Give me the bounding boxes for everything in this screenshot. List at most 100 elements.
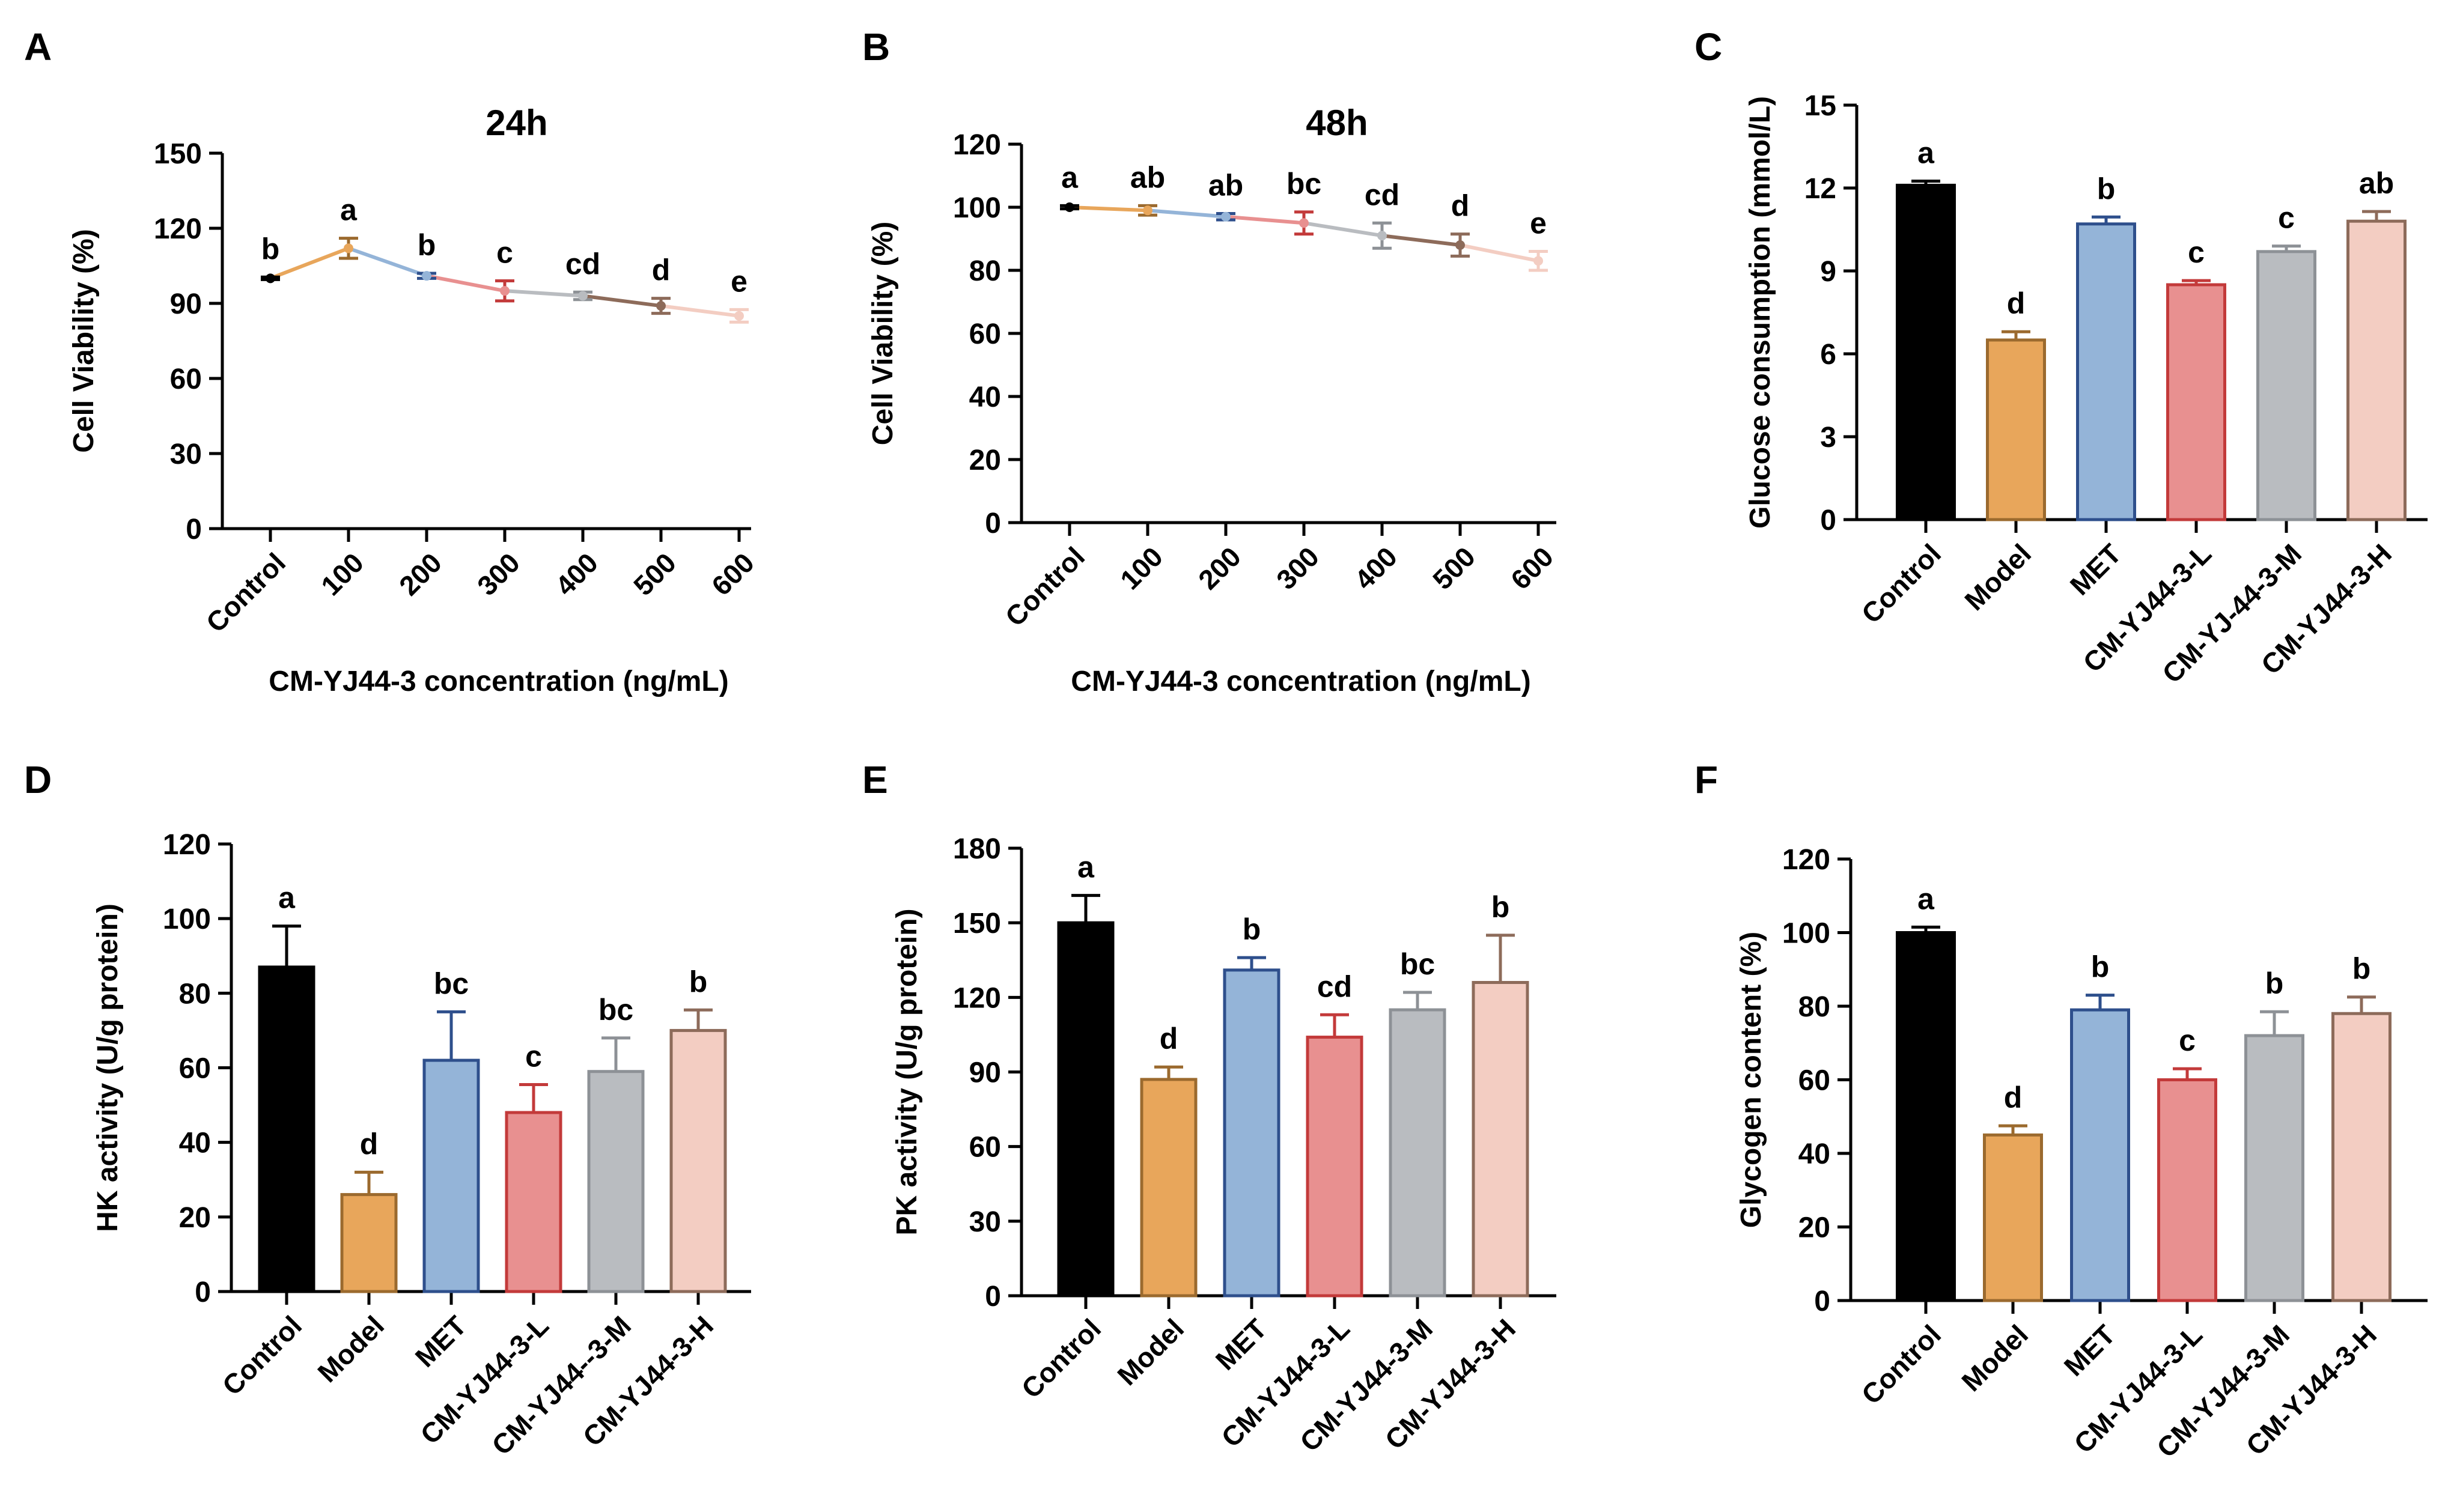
y-tick-label: 120 [1782,844,1830,876]
y-tick-label: 60 [969,318,1001,350]
x-axis-label: CM-YJ44-3 concentration (ng/mL) [1071,666,1530,697]
y-tick-label: 30 [969,1206,1001,1238]
y-axis-label: Glycogen content (%) [1735,932,1767,1228]
bar [1983,1133,2043,1302]
data-point [1377,231,1387,241]
chart-title: 24h [486,103,547,143]
bar [2070,1008,2130,1302]
line-segment [269,246,350,281]
x-axis-label: CM-YJ44-3 concentration (ng/mL) [269,666,728,697]
y-tick-label: 0 [985,508,1001,539]
y-tick-label: 40 [969,381,1001,413]
panel-label: B [862,25,890,68]
data-point [500,286,510,296]
bar [1986,338,2046,521]
y-tick-label: 120 [953,129,1001,161]
panel-label: A [24,25,52,68]
significance-label: d [2007,287,2026,320]
line-segment [1303,221,1383,238]
y-tick-label: 80 [179,978,211,1010]
data-point [422,271,431,281]
bar [1306,1036,1363,1298]
y-tick-label: 120 [163,829,211,861]
significance-label: c [496,236,513,270]
data-point [266,273,275,284]
bar [2256,250,2316,521]
significance-label: bc [1400,947,1435,981]
significance-label: d [360,1127,379,1161]
y-tick-label: 150 [154,138,202,170]
significance-label: b [2265,967,2284,1000]
y-tick-label: 0 [195,1277,211,1308]
significance-label: b [1491,890,1510,924]
significance-label: b [1243,912,1261,946]
y-tick-label: 0 [985,1281,1001,1313]
bar [1057,921,1115,1298]
y-axis-label: Glucose consumption (mmol/L) [1744,96,1776,529]
y-tick-label: 80 [1798,991,1830,1023]
bar [2331,1012,2392,1302]
y-tick-label: 0 [1814,1286,1830,1317]
significance-label: bc [598,993,633,1027]
line-segment [348,246,427,278]
significance-label: b [689,965,708,998]
significance-label: a [1061,160,1079,194]
y-tick-label: 6 [1820,339,1836,371]
data-point [578,291,588,301]
y-axis-label: PK activity (U/g protein) [891,908,923,1235]
y-tick-label: 60 [969,1132,1001,1164]
bar [422,1058,480,1293]
y-axis-label: HK activity (U/g protein) [92,903,124,1232]
y-tick-label: 15 [1804,90,1836,122]
bar [1223,968,1280,1298]
y-tick-label: 12 [1804,173,1836,205]
y-tick-label: 3 [1820,422,1836,454]
data-point [734,311,744,321]
panel-label: D [24,758,52,801]
bar [1896,931,1956,1302]
y-tick-label: 60 [179,1053,211,1085]
y-tick-label: 0 [186,514,202,545]
panel-label: C [1694,25,1722,68]
y-tick-label: 20 [969,445,1001,476]
significance-label: a [1917,136,1935,170]
data-point [656,301,666,311]
data-point [1221,211,1231,222]
line-segment [1460,243,1539,263]
y-tick-label: 150 [953,908,1001,940]
line-segment [1147,208,1226,219]
bar [2166,283,2226,521]
bar [2157,1078,2217,1302]
bar [505,1111,562,1293]
bar [2076,222,2136,521]
significance-label: a [340,193,358,227]
y-tick-label: 180 [953,833,1001,865]
significance-label: a [1077,851,1095,884]
line-segment [1225,214,1305,225]
significance-label: ab [1130,160,1165,194]
bar [258,965,315,1293]
significance-label: cd [565,247,600,281]
significance-label: d [652,254,671,287]
line-segment [1069,205,1148,213]
line-segment [660,304,740,318]
significance-label: b [2091,950,2110,984]
panel-label: F [1694,758,1718,801]
bar [2244,1034,2304,1302]
y-tick-label: 90 [170,288,202,320]
significance-label: c [525,1039,542,1073]
significance-label: cd [1365,178,1399,211]
significance-label: bc [1286,167,1321,201]
data-point [344,243,353,254]
y-axis-label: Cell Viability (%) [68,229,100,453]
significance-label: d [1451,189,1470,223]
panel-label: E [862,758,888,801]
significance-label: a [278,881,296,915]
significance-label: d [2004,1081,2023,1114]
significance-label: ab [1208,169,1243,202]
significance-label: ab [2359,166,2394,200]
bar [1389,1008,1446,1298]
significance-label: cd [1317,970,1352,1003]
line-segment [504,289,583,298]
